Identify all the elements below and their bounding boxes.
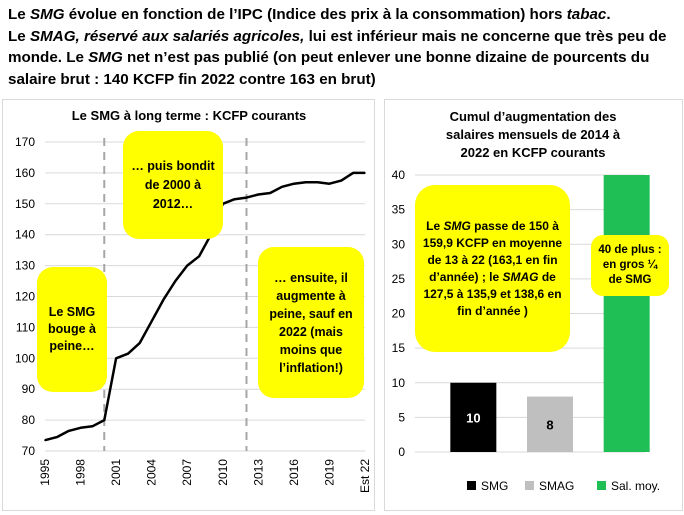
line-x-tick-label: 2016 xyxy=(287,459,301,486)
line-x-tick-label: 1998 xyxy=(74,459,88,486)
smg-data-point xyxy=(67,430,70,432)
line-y-tick-label: 80 xyxy=(22,413,36,427)
bar-chart-title-line-2: salaires mensuels de 2014 à xyxy=(446,127,621,142)
intro-text: Le SMG évolue en fonction de l’IPC (Indi… xyxy=(8,6,667,88)
smg-data-point xyxy=(186,264,189,267)
legend-label: SMAG xyxy=(539,479,574,493)
smg-data-point xyxy=(198,255,200,258)
legend-label: SMG xyxy=(481,479,508,493)
line-y-tick-label: 160 xyxy=(15,166,35,180)
line-x-tick-label: 1995 xyxy=(38,459,52,486)
smg-data-point xyxy=(364,172,366,174)
smg-data-point xyxy=(328,182,331,185)
line-x-tick-label: Est 22 xyxy=(358,459,372,493)
smg-data-point xyxy=(174,280,177,282)
bar-sal-moy xyxy=(603,175,650,452)
line-x-tick-label: 2013 xyxy=(251,459,265,486)
smg-data-point xyxy=(91,425,94,428)
line-y-tick-label: 100 xyxy=(15,351,35,365)
wage-increase-bar-chart: Cumul d’augmentation des salaires mensue… xyxy=(392,109,660,493)
line-x-tick-label: 2004 xyxy=(145,459,159,486)
legend-swatch xyxy=(597,481,606,490)
legend-swatch xyxy=(467,481,476,490)
smg-data-point xyxy=(139,342,141,344)
bar-chart-title-line-1: Cumul d’augmentation des xyxy=(450,109,617,124)
bar-value-label: 8 xyxy=(546,417,553,432)
long-term-smg-chart-panel: Le SMG à long terme : KCFP courants 70 80… xyxy=(2,99,375,511)
annotation-bondit: … puis bondit de 2000 à 2012… xyxy=(123,131,223,239)
annotation-smg-smag-detail: Le SMG passe de 150 à 159,9 KCFP en moye… xyxy=(415,185,570,352)
smg-data-point xyxy=(304,181,307,183)
line-y-tick-label: 170 xyxy=(15,135,35,149)
bar-y-tick-label: 20 xyxy=(392,307,406,321)
smg-data-point xyxy=(109,388,111,391)
smg-data-point xyxy=(340,179,343,182)
smg-data-point xyxy=(56,436,58,438)
line-x-tick-label: 2001 xyxy=(109,459,123,486)
wage-increase-chart-panel: Cumul d’augmentation des salaires mensue… xyxy=(384,99,683,511)
line-y-tick-label: 130 xyxy=(15,259,35,273)
bar-value-label: 10 xyxy=(466,410,480,425)
bar-y-tick-label: 30 xyxy=(392,237,406,251)
smg-data-point xyxy=(245,196,248,199)
annotation-40-de-plus: 40 de plus : en gros ¼ de SMG xyxy=(591,235,669,296)
smg-data-point xyxy=(150,320,153,323)
smg-data-point xyxy=(233,198,236,200)
line-y-tick-label: 90 xyxy=(22,382,36,396)
bar-y-tick-label: 10 xyxy=(392,376,406,390)
smg-data-point xyxy=(293,182,295,185)
bar-y-tick-label: 15 xyxy=(392,341,406,355)
line-chart-title: Le SMG à long terme : KCFP courants xyxy=(72,108,307,123)
smg-data-point xyxy=(269,192,271,194)
smg-data-point xyxy=(316,181,319,183)
line-y-tick-label: 70 xyxy=(22,444,36,458)
bar-y-tick-label: 5 xyxy=(398,410,405,424)
line-y-tick-label: 120 xyxy=(15,290,35,304)
bar-y-tick-label: 35 xyxy=(392,203,406,217)
bar-smag xyxy=(527,396,573,452)
smg-data-point xyxy=(79,427,82,429)
smg-data-point xyxy=(281,186,283,188)
line-y-tick-label: 110 xyxy=(16,320,35,334)
annotation-augmente: … ensuite, il augmente à peine, sauf en … xyxy=(258,247,364,398)
smg-data-point xyxy=(115,357,117,360)
annotation-bouge: Le SMG bouge à peine… xyxy=(37,267,107,392)
bar-y-tick-label: 0 xyxy=(398,445,405,459)
smg-data-point xyxy=(44,439,46,441)
line-x-tick-label: 2019 xyxy=(322,459,336,486)
legend-label: Sal. moy. xyxy=(611,479,660,493)
bar-y-tick-label: 25 xyxy=(392,272,406,286)
bar-chart-title-line-3: 2022 en KCFP courants xyxy=(461,145,606,160)
line-x-tick-label: 2007 xyxy=(180,459,194,486)
smg-data-point xyxy=(352,172,354,174)
line-y-tick-label: 150 xyxy=(15,197,35,211)
smg-data-point xyxy=(127,352,129,355)
bar-y-tick-label: 40 xyxy=(392,168,406,182)
smg-data-point xyxy=(257,193,260,196)
legend-swatch xyxy=(525,481,534,490)
line-y-tick-label: 140 xyxy=(15,228,35,242)
line-x-tick-label: 2010 xyxy=(216,459,230,486)
smg-data-point xyxy=(103,419,106,421)
smg-data-point xyxy=(162,298,165,301)
bar-smg xyxy=(450,382,497,452)
